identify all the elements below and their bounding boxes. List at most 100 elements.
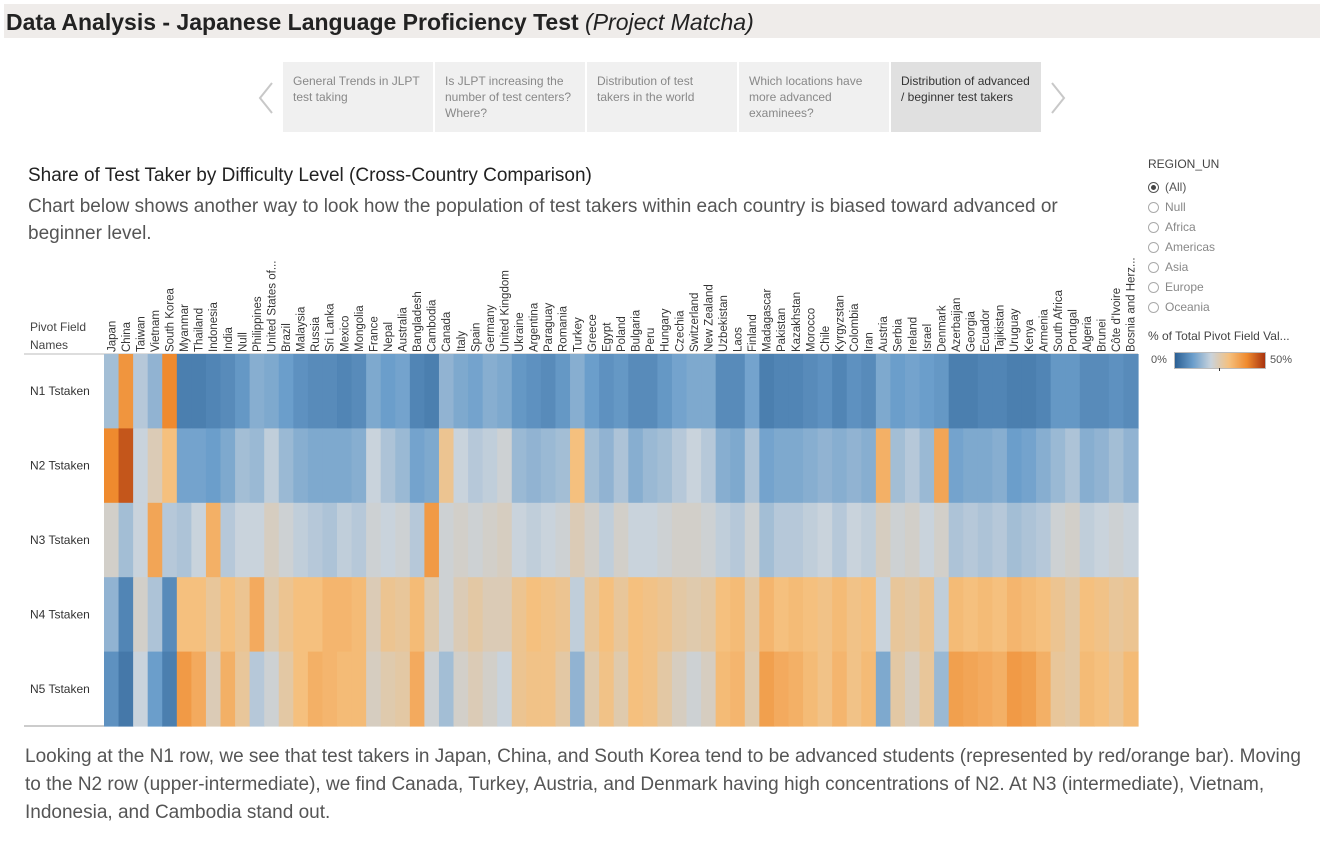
heatmap-cell[interactable] <box>715 651 731 727</box>
heatmap-cell[interactable] <box>570 428 586 504</box>
heatmap-cell[interactable] <box>832 502 848 578</box>
heatmap-cell[interactable] <box>337 651 353 727</box>
heatmap-cell[interactable] <box>861 428 877 504</box>
heatmap-cell[interactable] <box>264 354 280 429</box>
heatmap-cell[interactable] <box>409 428 425 504</box>
region-filter-option[interactable]: Null <box>1148 197 1219 217</box>
radio-button-icon[interactable] <box>1148 221 1159 233</box>
heatmap-cell[interactable] <box>701 502 717 578</box>
heatmap-cell[interactable] <box>264 502 280 578</box>
heatmap-cell[interactable] <box>642 428 659 504</box>
heatmap-cell[interactable] <box>919 428 935 504</box>
story-tab-general-trends[interactable]: General Trends in JLPT test taking <box>283 62 433 132</box>
heatmap-cell[interactable] <box>671 577 688 653</box>
heatmap-cell[interactable] <box>963 502 979 578</box>
heatmap-cell[interactable] <box>293 354 309 429</box>
heatmap-cell[interactable] <box>759 651 775 727</box>
heatmap-cell[interactable] <box>1006 651 1023 727</box>
heatmap-cell[interactable] <box>147 428 163 504</box>
radio-button-icon[interactable] <box>1148 181 1159 193</box>
heatmap-cell[interactable] <box>104 502 120 578</box>
heatmap-cell[interactable] <box>1021 428 1037 504</box>
radio-button-icon[interactable] <box>1148 261 1159 273</box>
story-tab-test-centers[interactable]: Is JLPT increasing the number of test ce… <box>435 62 585 132</box>
heatmap-cell[interactable] <box>904 651 921 727</box>
heatmap-cell[interactable] <box>1050 428 1066 504</box>
heatmap-cell[interactable] <box>235 354 251 429</box>
heatmap-cell[interactable] <box>1036 354 1052 429</box>
heatmap-cell[interactable] <box>555 502 571 578</box>
heatmap-cell[interactable] <box>657 502 673 578</box>
heatmap-cell[interactable] <box>453 354 469 429</box>
heatmap-cell[interactable] <box>540 502 557 578</box>
heatmap-cell[interactable] <box>642 502 659 578</box>
heatmap-cell[interactable] <box>278 651 294 727</box>
previous-story-arrow-icon[interactable] <box>256 78 276 118</box>
heatmap-cell[interactable] <box>176 577 192 653</box>
heatmap-cell[interactable] <box>1123 502 1139 578</box>
heatmap-cell[interactable] <box>1079 651 1095 727</box>
heatmap-cell[interactable] <box>235 428 251 504</box>
heatmap-cell[interactable] <box>293 502 309 578</box>
heatmap-cell[interactable] <box>948 577 964 653</box>
heatmap-cell[interactable] <box>482 354 498 429</box>
heatmap-cell[interactable] <box>482 651 498 727</box>
heatmap-cell[interactable] <box>264 577 280 653</box>
heatmap-cell[interactable] <box>977 651 993 727</box>
heatmap-cell[interactable] <box>730 502 746 578</box>
heatmap-cell[interactable] <box>307 502 324 578</box>
heatmap-cell[interactable] <box>861 502 877 578</box>
heatmap-cell[interactable] <box>1050 651 1066 727</box>
heatmap-cell[interactable] <box>846 354 862 429</box>
heatmap-cell[interactable] <box>613 502 629 578</box>
heatmap-cell[interactable] <box>453 428 469 504</box>
heatmap-cell[interactable] <box>409 577 425 653</box>
heatmap-cell[interactable] <box>380 502 396 578</box>
heatmap-cell[interactable] <box>249 577 265 653</box>
heatmap-cell[interactable] <box>497 577 513 653</box>
heatmap-cell[interactable] <box>118 502 134 578</box>
heatmap-cell[interactable] <box>992 651 1008 727</box>
radio-button-icon[interactable] <box>1148 281 1159 293</box>
heatmap-cell[interactable] <box>1094 354 1110 429</box>
heatmap-cell[interactable] <box>861 651 877 727</box>
heatmap-chart[interactable]: Pivot Field Names N1 Tstaken N2 Tstaken N3… <box>0 0 1145 735</box>
heatmap-cell[interactable] <box>191 502 207 578</box>
heatmap-cell[interactable] <box>715 354 731 429</box>
heatmap-cell[interactable] <box>773 502 790 578</box>
heatmap-cell[interactable] <box>803 502 819 578</box>
heatmap-cell[interactable] <box>468 502 484 578</box>
heatmap-cell[interactable] <box>1050 354 1066 429</box>
heatmap-cell[interactable] <box>307 354 324 429</box>
heatmap-cell[interactable] <box>468 428 484 504</box>
heatmap-cell[interactable] <box>191 577 207 653</box>
heatmap-cell[interactable] <box>875 428 892 504</box>
heatmap-cell[interactable] <box>730 577 746 653</box>
heatmap-cell[interactable] <box>380 651 396 727</box>
heatmap-cell[interactable] <box>366 354 382 429</box>
heatmap-cell[interactable] <box>1108 428 1125 504</box>
heatmap-cell[interactable] <box>963 428 979 504</box>
heatmap-cell[interactable] <box>1094 502 1110 578</box>
heatmap-cell[interactable] <box>730 354 746 429</box>
heatmap-cell[interactable] <box>861 577 877 653</box>
heatmap-cell[interactable] <box>293 428 309 504</box>
heatmap-cell[interactable] <box>788 502 804 578</box>
heatmap-cell[interactable] <box>424 577 440 653</box>
heatmap-cell[interactable] <box>890 502 906 578</box>
story-tab-advanced-locations[interactable]: Which locations have more advanced exami… <box>739 62 889 132</box>
heatmap-cell[interactable] <box>526 577 542 653</box>
heatmap-cell[interactable] <box>642 651 659 727</box>
heatmap-cell[interactable] <box>351 354 367 429</box>
heatmap-cell[interactable] <box>992 428 1008 504</box>
heatmap-cell[interactable] <box>817 502 833 578</box>
heatmap-cell[interactable] <box>220 428 236 504</box>
region-filter-option[interactable]: Africa <box>1148 217 1219 237</box>
heatmap-cell[interactable] <box>1123 354 1139 429</box>
heatmap-cell[interactable] <box>832 577 848 653</box>
heatmap-cell[interactable] <box>1065 577 1081 653</box>
heatmap-cell[interactable] <box>1006 354 1023 429</box>
heatmap-cell[interactable] <box>162 502 178 578</box>
heatmap-cell[interactable] <box>671 354 688 429</box>
heatmap-cell[interactable] <box>453 651 469 727</box>
